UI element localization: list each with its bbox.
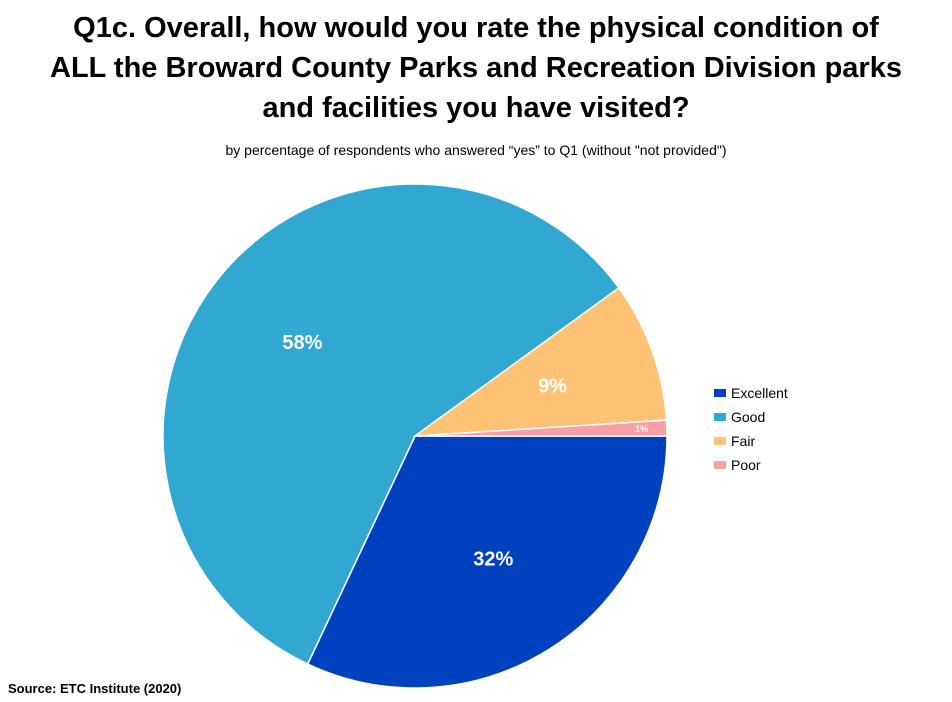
legend-item-poor: Poor — [714, 453, 854, 477]
legend-label-poor: Poor — [731, 457, 761, 473]
chart-title-line-1: Q1c. Overall, how would you rate the phy… — [73, 12, 879, 44]
pie-slice-fair — [412, 286, 668, 437]
legend-item-excellent: Excellent — [714, 381, 854, 405]
legend-swatch-good — [714, 413, 726, 421]
pie-slice-excellent — [306, 435, 668, 689]
legend-swatch-excellent — [714, 389, 726, 397]
pie-label-good: 58% — [282, 332, 322, 354]
chart-title: Q1c. Overall, how would you rate the phy… — [40, 8, 912, 128]
chart-title-line-3: and facilities you have visited? — [262, 92, 690, 124]
chart-subtitle: by percentage of respondents who answere… — [225, 142, 727, 158]
source-note: Source: ETC Institute (2020) — [8, 681, 182, 696]
pie-slice-poor — [414, 419, 668, 437]
legend-label-fair: Fair — [731, 433, 756, 449]
chart-legend: Excellent Good Fair Poor — [714, 381, 854, 477]
chart-title-line-2: ALL the Broward County Parks and Recreat… — [50, 52, 902, 84]
legend-item-good: Good — [714, 405, 854, 429]
legend-label-good: Good — [731, 409, 766, 425]
pie-label-poor: 1% — [635, 424, 648, 434]
pie-label-fair: 9% — [538, 375, 567, 397]
legend-label-excellent: Excellent — [731, 385, 788, 401]
pie-slice-good — [162, 183, 620, 666]
pie-labels: 32% 58% 9% 1% — [282, 332, 648, 571]
legend-item-fair: Fair — [714, 429, 854, 453]
legend-swatch-poor — [714, 461, 726, 469]
pie-label-excellent: 32% — [473, 548, 513, 570]
pie-slices — [162, 183, 668, 689]
legend-swatch-fair — [714, 437, 726, 445]
